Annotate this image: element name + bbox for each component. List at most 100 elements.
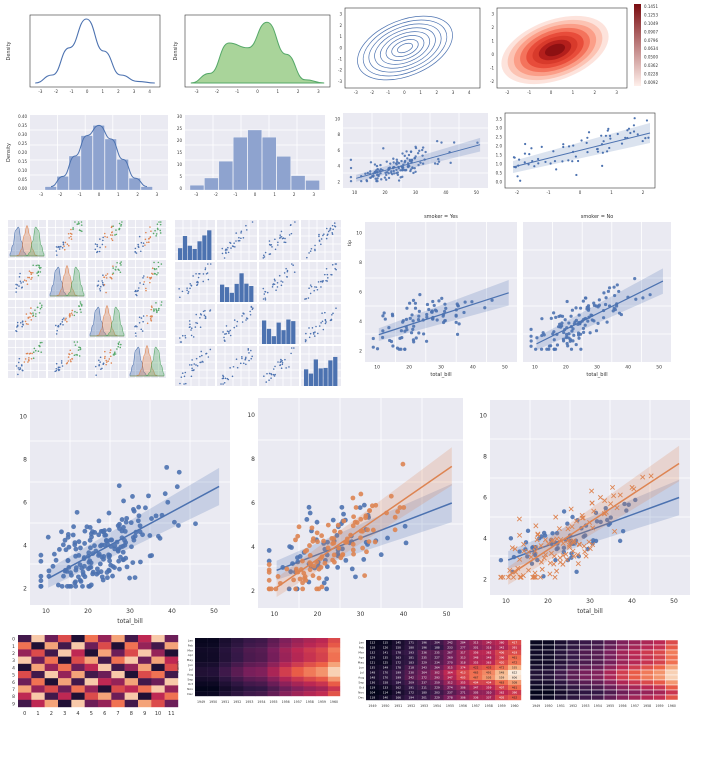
heatmap-cell	[138, 685, 152, 693]
data-point	[221, 247, 224, 250]
data-point	[61, 321, 64, 323]
data-point	[397, 179, 401, 182]
data-point	[576, 541, 582, 547]
plot-frame	[365, 222, 517, 362]
y-tick-label: Mar	[187, 648, 193, 652]
x-tick-label: 1	[273, 192, 276, 197]
x-tick-label: 0	[403, 90, 406, 95]
data-point	[435, 318, 439, 322]
x-axis-label: total_bill	[577, 608, 603, 615]
data-point	[648, 473, 654, 479]
cell-value: 355	[473, 661, 479, 665]
data-point	[331, 536, 337, 541]
data-point	[392, 527, 398, 533]
data-point	[457, 322, 461, 326]
heatmap-cell	[542, 669, 555, 676]
data-point	[123, 519, 129, 525]
heatmap-cell	[18, 656, 32, 664]
data-point	[228, 332, 230, 334]
data-point	[136, 513, 142, 519]
x-tick-label: 1957	[631, 704, 639, 708]
heatmap-cell	[219, 642, 232, 648]
data-point	[395, 509, 401, 514]
heatmap-cell	[554, 684, 568, 691]
data-point	[137, 243, 139, 246]
data-point	[195, 357, 198, 360]
data-point	[604, 296, 608, 300]
histogram-bar	[80, 135, 93, 191]
heatmap-cell	[542, 659, 555, 666]
data-point	[209, 309, 212, 311]
contour-line	[397, 42, 413, 54]
heatmap-cell	[44, 663, 59, 672]
data-point	[288, 234, 291, 236]
heatmap-cell	[482, 645, 496, 651]
data-point	[78, 355, 81, 357]
heatmap-cell	[430, 690, 444, 696]
data-point	[632, 130, 636, 133]
data-point	[417, 331, 421, 335]
data-point	[188, 364, 191, 366]
data-point	[187, 292, 189, 295]
cell-value: 125	[383, 661, 389, 665]
data-point	[142, 283, 145, 286]
data-point	[366, 539, 372, 545]
heatmap-cell	[404, 685, 418, 691]
data-point	[68, 570, 73, 576]
data-point	[275, 289, 277, 292]
data-point	[401, 166, 404, 169]
heatmap-cell	[98, 663, 112, 672]
data-point	[39, 341, 42, 344]
heatmap-cell	[138, 692, 152, 700]
data-point	[325, 227, 328, 230]
data-point	[281, 363, 284, 366]
data-point	[176, 523, 181, 528]
data-point	[332, 312, 334, 315]
heatmap-cell	[482, 675, 496, 681]
heatmap-cell	[44, 642, 59, 650]
data-point	[381, 329, 385, 333]
data-point	[286, 586, 292, 592]
data-point	[184, 382, 187, 385]
data-point	[284, 566, 290, 572]
y-tick-label: 8	[23, 456, 27, 463]
data-point	[361, 557, 367, 562]
data-point	[372, 539, 378, 545]
data-point	[364, 549, 369, 555]
heatmap-cell	[443, 660, 457, 666]
data-point	[276, 244, 279, 246]
data-point	[25, 323, 28, 325]
data-point	[138, 321, 141, 324]
data-point	[590, 541, 595, 546]
data-point	[144, 244, 146, 246]
data-point	[500, 574, 506, 580]
data-point	[105, 575, 110, 581]
heatmap-cell	[291, 667, 304, 673]
x-tick-label: 1954	[433, 704, 441, 708]
data-point	[154, 268, 156, 271]
data-point	[586, 136, 589, 139]
data-point	[308, 336, 311, 339]
heatmap-cell	[591, 689, 605, 696]
heatmap-cell	[508, 695, 522, 701]
x-tick-label: 0	[86, 89, 89, 94]
data-point	[324, 576, 330, 582]
data-point	[20, 364, 23, 367]
heatmap-cell	[554, 664, 568, 671]
heatmap-cell	[207, 691, 220, 697]
data-point	[104, 355, 106, 358]
data-point	[64, 241, 67, 244]
data-point	[62, 241, 65, 243]
data-point	[149, 281, 151, 284]
data-point	[88, 545, 93, 551]
heatmap-cell	[255, 686, 268, 692]
data-point	[79, 348, 82, 350]
scatter-reg-2-chart: -2 -1 0 1 23.53.02.52.01.51.00.50.0	[496, 112, 656, 195]
heatmap-cell	[255, 667, 268, 673]
data-point	[527, 163, 530, 166]
data-point	[36, 272, 38, 274]
data-point	[291, 577, 297, 583]
heatmap-cell	[404, 675, 418, 681]
data-point	[385, 535, 390, 541]
data-point	[385, 160, 388, 163]
